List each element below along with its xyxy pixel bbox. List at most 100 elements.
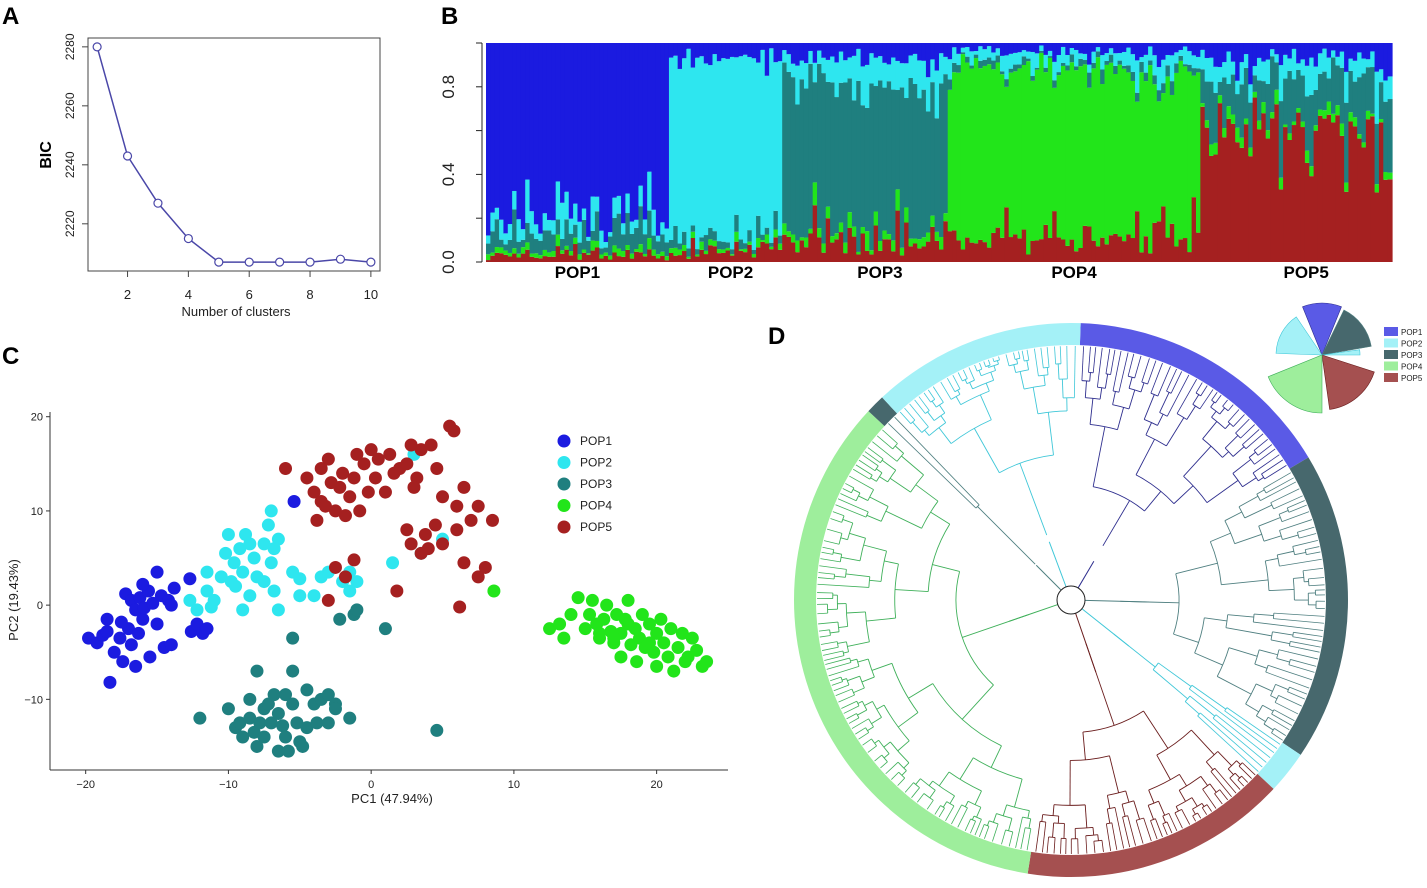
- structure-segment: [747, 56, 753, 231]
- structure-segment: [821, 57, 827, 74]
- tree-trunk: [1077, 560, 1095, 589]
- pca-point-pop4: [583, 608, 597, 622]
- structure-segment: [612, 217, 618, 246]
- structure-segment: [751, 253, 757, 258]
- tree-branch: [992, 813, 997, 823]
- tree-leaf: [1189, 688, 1275, 754]
- structure-segment: [1152, 84, 1158, 223]
- structure-segment: [1370, 113, 1376, 117]
- structure-segment: [542, 230, 548, 250]
- tree-branch-arc: [1263, 488, 1267, 494]
- pca-legend-label: POP2: [580, 456, 612, 470]
- tree-leaf: [946, 377, 956, 392]
- structure-segment: [668, 248, 674, 253]
- tree-branch-arc: [1005, 829, 1013, 833]
- structure-segment: [616, 43, 622, 196]
- pca-legend-swatch: [557, 477, 571, 491]
- tree-branch-arc: [887, 470, 897, 483]
- structure-segment: [1313, 130, 1319, 262]
- tree-branch: [1263, 535, 1282, 542]
- tree-branch: [973, 428, 1000, 473]
- structure-segment: [1265, 130, 1271, 139]
- structure-segment: [960, 249, 966, 262]
- tree-branch-arc: [932, 780, 955, 797]
- structure-segment: [1278, 65, 1284, 102]
- tree-leaf: [855, 464, 873, 476]
- structure-segment: [1270, 112, 1275, 119]
- structure-segment: [651, 235, 657, 250]
- tree-branch-arc: [1006, 804, 1030, 812]
- tree-branch: [1209, 783, 1217, 793]
- structure-segment: [869, 83, 875, 251]
- tree-branch: [1032, 387, 1039, 414]
- structure-segment: [1026, 43, 1032, 52]
- structure-segment: [864, 231, 870, 251]
- tree-leaf: [1214, 793, 1223, 805]
- pca-point-pop2: [227, 556, 241, 570]
- structure-segment: [603, 252, 609, 256]
- structure-group-label: POP1: [555, 263, 600, 282]
- pca-point-pop2: [224, 575, 238, 589]
- structure-segment: [960, 54, 966, 250]
- structure-segment: [925, 241, 931, 262]
- structure-segment: [1387, 99, 1393, 173]
- structure-segment: [1052, 211, 1058, 262]
- structure-segment: [716, 249, 722, 254]
- structure-segment: [847, 227, 853, 262]
- structure-segment: [673, 225, 679, 248]
- structure-segment: [1217, 81, 1223, 96]
- structure-segment: [1252, 43, 1258, 67]
- tree-branch-arc: [1292, 546, 1296, 555]
- structure-segment: [1191, 43, 1197, 56]
- structure-segment: [1235, 127, 1241, 143]
- tree-leaf: [918, 396, 930, 411]
- pca-point-pop5: [371, 452, 385, 466]
- tree-branch-arc: [999, 454, 1054, 474]
- structure-segment: [991, 43, 997, 53]
- tree-branch: [971, 815, 975, 820]
- structure-segment: [1017, 43, 1023, 53]
- tree-branch-arc: [1025, 827, 1031, 830]
- structure-segment: [1161, 206, 1167, 262]
- tree-branch: [869, 496, 889, 507]
- tree-branch: [1112, 391, 1116, 405]
- structure-segment: [1213, 43, 1219, 67]
- structure-segment: [1331, 113, 1336, 123]
- pca-x-label: PC1 (47.94%): [351, 791, 433, 806]
- structure-segment: [995, 227, 1001, 262]
- structure-segment: [1239, 137, 1245, 148]
- structure-segment: [1195, 72, 1201, 233]
- structure-segment: [1074, 49, 1079, 67]
- pca-point-pop2: [236, 565, 250, 579]
- structure-segment: [1021, 229, 1027, 262]
- structure-segment: [965, 43, 971, 48]
- structure-segment: [507, 256, 513, 262]
- pca-point-pop4: [621, 593, 635, 607]
- tree-branch: [1211, 410, 1217, 418]
- structure-segment: [512, 209, 518, 249]
- structure-segment: [1326, 78, 1332, 102]
- tree-branch: [1145, 422, 1152, 436]
- tree-leaf: [1232, 414, 1245, 427]
- structure-segment: [1204, 57, 1210, 82]
- pca-point-pop5: [383, 447, 397, 461]
- structure-segment: [1074, 251, 1079, 262]
- tree-branch: [1133, 800, 1141, 820]
- structure-segment: [708, 65, 714, 228]
- structure-segment: [634, 249, 640, 252]
- structure-segment: [882, 230, 888, 240]
- pca-point-pop1: [183, 572, 197, 586]
- structure-segment: [973, 43, 979, 52]
- structure-segment: [808, 63, 814, 229]
- structure-segment: [1300, 43, 1306, 60]
- structure-segment: [1047, 50, 1053, 57]
- structure-segment: [1108, 48, 1114, 55]
- structure-segment: [503, 43, 509, 234]
- structure-segment: [1034, 53, 1040, 68]
- structure-segment: [943, 213, 949, 222]
- structure-segment: [1230, 123, 1236, 262]
- structure-segment: [786, 71, 792, 232]
- structure-segment: [516, 253, 522, 258]
- structure-segment: [782, 62, 788, 224]
- tree-branch: [1275, 683, 1289, 691]
